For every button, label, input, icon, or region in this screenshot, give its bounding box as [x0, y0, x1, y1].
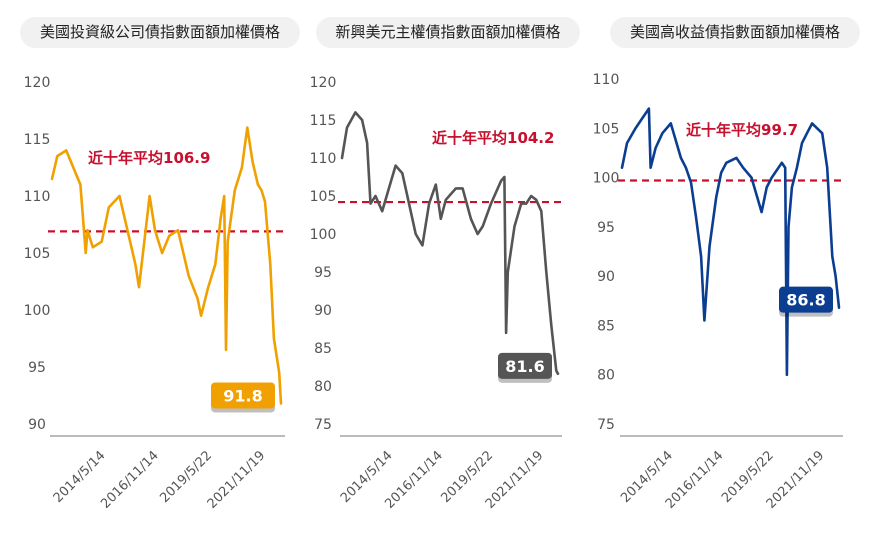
- y-tick-label: 105: [24, 246, 51, 262]
- y-tick-label: 105: [310, 189, 337, 205]
- y-tick-label: 80: [597, 368, 615, 384]
- y-tick-label: 110: [593, 72, 620, 88]
- chart-panel-1: 12011511010510095902014/5/142016/11/1420…: [24, 75, 285, 512]
- y-tick-label: 90: [28, 417, 46, 433]
- y-tick-label: 120: [310, 75, 337, 91]
- y-tick-label: 110: [24, 189, 51, 205]
- y-tick-label: 95: [28, 360, 46, 376]
- ten-year-average-label: 近十年平均106.9: [88, 149, 210, 167]
- y-tick-label: 105: [593, 121, 620, 137]
- last-value-label: 81.6: [505, 357, 544, 376]
- last-value-badge: [498, 352, 552, 379]
- y-tick-label: 85: [597, 318, 615, 334]
- ten-year-average-label: 近十年平均104.2: [432, 129, 554, 147]
- last-value-label: 91.8: [223, 386, 262, 405]
- y-tick-label: 100: [24, 303, 51, 319]
- panel-title-em-sovereign: 新興美元主權債指數面額加權價格: [316, 17, 580, 48]
- series-line: [620, 107, 841, 377]
- y-tick-label: 110: [310, 151, 337, 167]
- y-tick-label: 120: [24, 75, 51, 91]
- y-tick-label: 100: [593, 171, 620, 187]
- last-value-badge: [779, 286, 833, 313]
- series-line: [340, 111, 560, 376]
- last-value-label: 86.8: [786, 291, 825, 310]
- x-tick-label: 2021/11/19: [205, 448, 269, 512]
- y-tick-label: 115: [310, 113, 337, 129]
- y-tick-label: 115: [24, 132, 51, 148]
- x-tick-label: 2016/11/14: [98, 448, 162, 512]
- y-tick-label: 95: [314, 265, 332, 281]
- series-line: [50, 126, 283, 405]
- y-tick-label: 90: [597, 269, 615, 285]
- y-tick-label: 90: [314, 303, 332, 319]
- y-tick-label: 80: [314, 379, 332, 395]
- x-tick-label: 2014/5/14: [51, 448, 109, 506]
- panel-title-high-yield: 美國高收益債指數面額加權價格: [610, 17, 860, 48]
- y-tick-label: 75: [597, 417, 615, 433]
- x-tick-label: 2019/5/22: [157, 448, 215, 506]
- chart-panel-3: 11010510095908580752014/5/142016/11/1420…: [593, 72, 843, 512]
- chart-panel-2: 12011511010510095908580752014/5/142016/1…: [310, 75, 562, 512]
- panel-title-investment-grade: 美國投資級公司債指數面額加權價格: [20, 17, 300, 48]
- y-tick-label: 100: [310, 227, 337, 243]
- last-value-badge: [211, 382, 275, 409]
- ten-year-average-label: 近十年平均99.7: [686, 121, 798, 139]
- y-tick-label: 85: [314, 341, 332, 357]
- y-tick-label: 75: [314, 417, 332, 433]
- y-tick-label: 95: [597, 220, 615, 236]
